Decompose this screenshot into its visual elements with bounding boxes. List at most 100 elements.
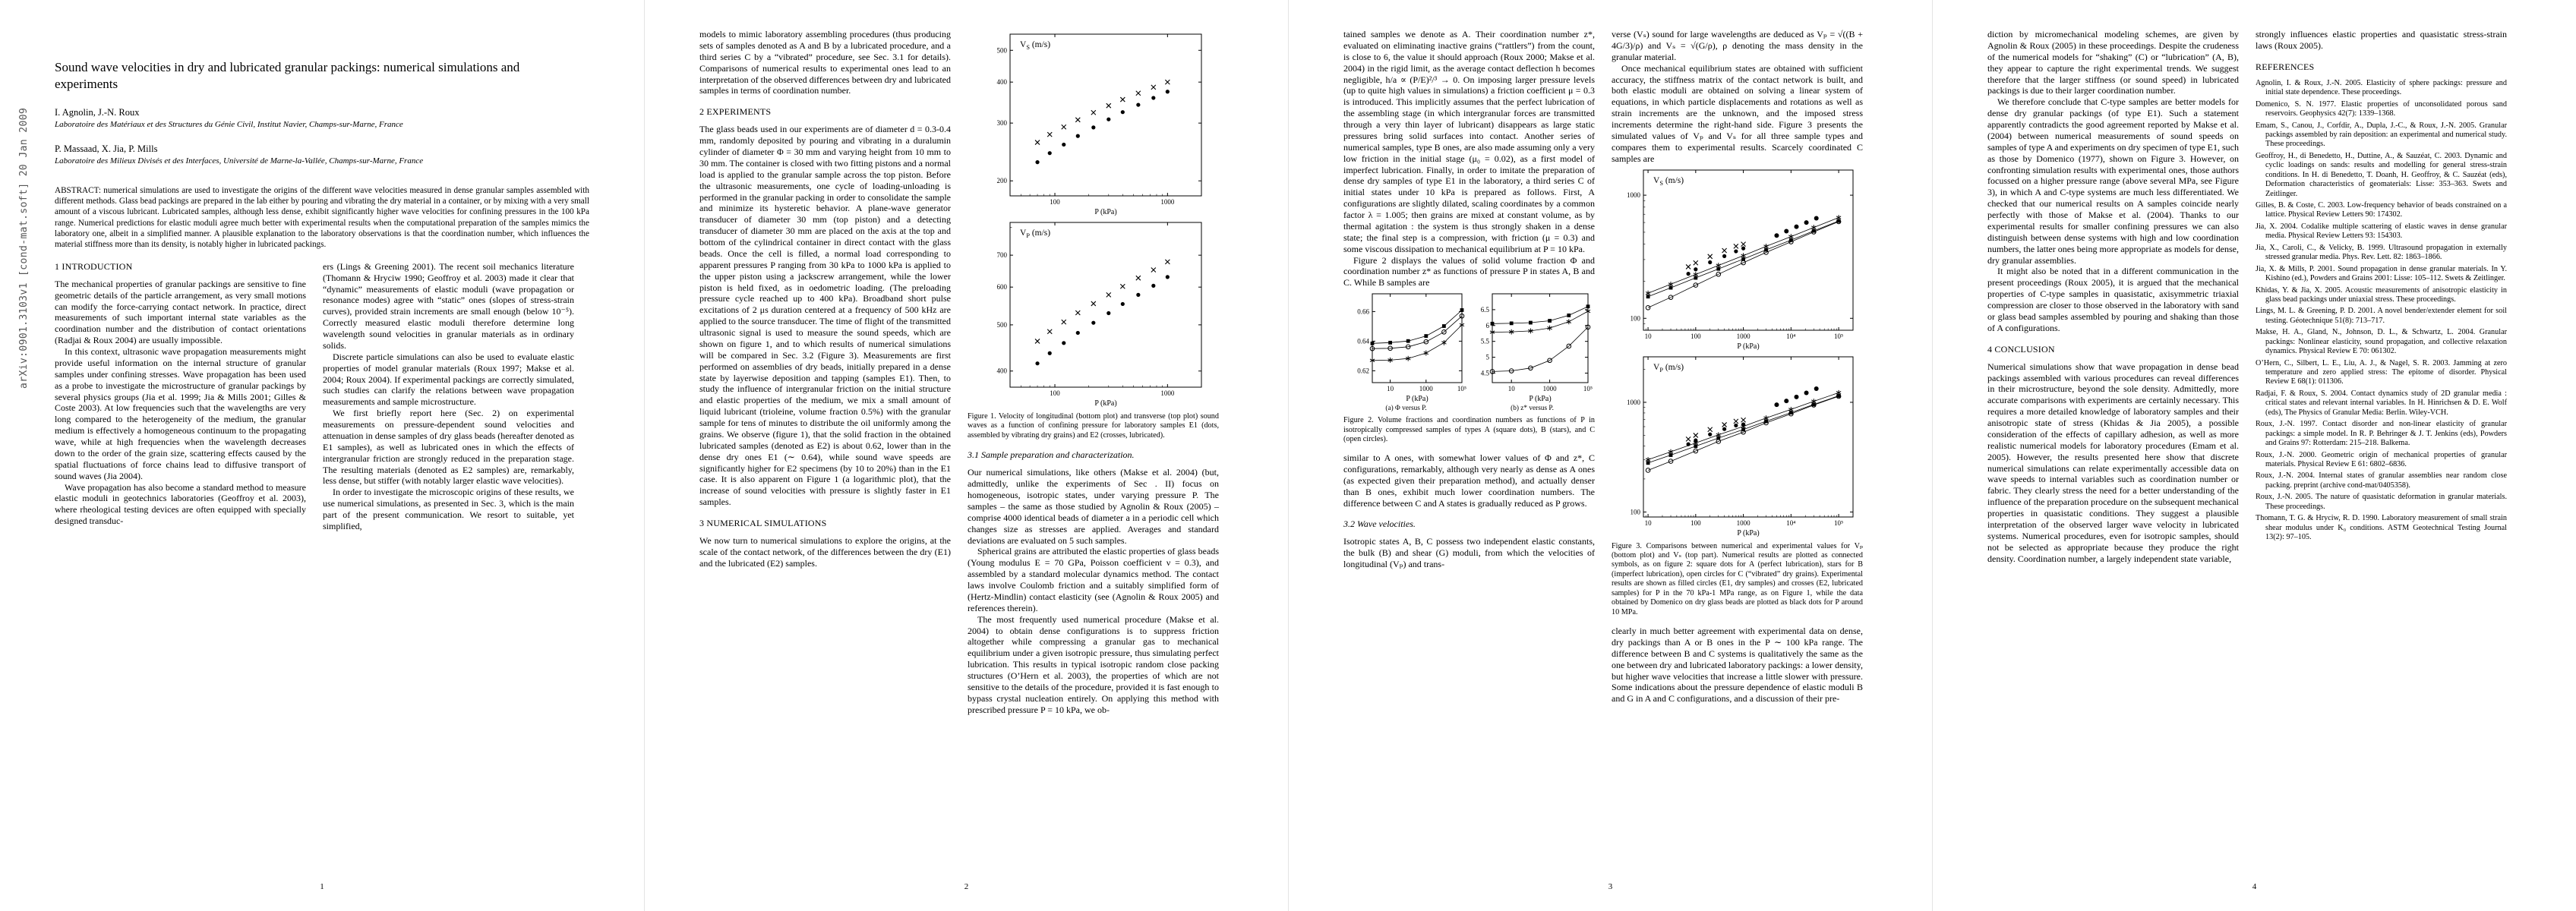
fig1-vp-panel-cell: 100 1000 400 500 600 700 VP (m/s) P (kPa) (968, 217, 1219, 408)
fig2-phi-panel-cell: 10 1000 10⁵ 0.62 0.64 0.66 P (kPa) (a) Φ versus… (1345, 288, 1468, 412)
svg-text:P (kPa): P (kPa) (1094, 399, 1116, 408)
paragraph: In order to investigate the microscopic … (323, 487, 574, 531)
paragraph: The most frequently used numerical proce… (968, 613, 1219, 715)
svg-text:1000: 1000 (1627, 398, 1641, 405)
svg-text:5.5: 5.5 (1480, 338, 1489, 345)
reference-item: Jia, X., Caroli, C., & Velicky, B. 1999.… (2256, 243, 2507, 262)
svg-text:P (kPa): P (kPa) (1737, 529, 1759, 537)
page-number: 4 (2252, 882, 2257, 891)
svg-text:700: 700 (996, 251, 1007, 259)
paragraph: In this context, ultrasonic wave propaga… (55, 346, 306, 481)
page-3-column-2: verse (Vₛ) sound for large wavelengths a… (1612, 29, 1863, 705)
svg-text:0.64: 0.64 (1357, 338, 1369, 345)
abstract: ABSTRACT: numerical simulations are used… (55, 186, 589, 249)
reference-item: Agnolin, I. & Roux, J.-N. 2005. Elastici… (2256, 78, 2507, 97)
reference-item: Thomann, T. G. & Hryciw, R. D. 1990. Lab… (2256, 514, 2507, 541)
panel-subcaption: (a) Φ versus P. (1385, 405, 1427, 413)
figure-2: 10 1000 10⁵ 0.62 0.64 0.66 P (kPa) (a) Φ versus… (1343, 288, 1595, 412)
svg-text:10⁵: 10⁵ (1834, 333, 1843, 340)
page-number: 3 (1608, 882, 1613, 891)
figure-caption: Figure 2. Volume fractions and coordinat… (1343, 416, 1595, 443)
subsection-heading: 3.1 Sample preparation and characterizat… (968, 449, 1135, 461)
reference-item: Khidas, Y. & Jia, X. 2005. Acoustic meas… (2256, 285, 2507, 304)
svg-text:10⁵: 10⁵ (1834, 519, 1843, 527)
svg-text:1000: 1000 (1736, 519, 1750, 527)
reference-item: Roux, J.-N. 1997. Contact disorder and n… (2256, 420, 2507, 448)
svg-text:P (kPa): P (kPa) (1094, 208, 1116, 216)
paragraph: Our numerical simulations, like others (… (968, 467, 1219, 546)
svg-text:4.5: 4.5 (1480, 370, 1489, 377)
paper-title: Sound wave velocities in dry and lubrica… (55, 60, 520, 92)
paragraph: It might also be noted that in a differe… (1987, 266, 2239, 333)
svg-text:400: 400 (996, 78, 1007, 86)
page-1-column-1: 1 INTRODUCTION The mechanical properties … (55, 261, 306, 532)
paragraph: Spherical grains are attributed the elas… (968, 546, 1219, 613)
page-number: 1 (320, 882, 324, 891)
svg-text:300: 300 (996, 119, 1007, 127)
page-number: 2 (964, 882, 969, 891)
svg-text:500: 500 (996, 321, 1007, 329)
svg-text:500: 500 (996, 46, 1007, 54)
author-names: I. Agnolin, J.-N. Roux (55, 107, 140, 118)
svg-text:100: 100 (1690, 333, 1701, 340)
fig1-vs-panel: 100 1000 200 300 400 500 VS (m/s) P (kPa) (996, 33, 1201, 216)
paragraph: Discrete particle simulations can also b… (323, 351, 574, 408)
section-heading: 1 INTRODUCTION (55, 260, 133, 272)
svg-text:10: 10 (1644, 519, 1652, 527)
author-names: P. Massaad, X. Jia, P. Mills (55, 143, 158, 155)
svg-text:10⁵: 10⁵ (1583, 385, 1592, 392)
page-3-columns: tained samples we denote as A. Their coo… (1343, 29, 1877, 705)
svg-text:1000: 1000 (1160, 198, 1175, 206)
arxiv-stamp: arXiv:0901.3103v1 [cond-mat.soft] 20 Jan… (18, 107, 30, 389)
author-group: P. Massaad, X. Jia, P. Mills Laboratoire… (55, 143, 589, 165)
fig2-zstar-panel: 10 1000 10⁵ 4.5 5 5.5 6 6.5 P (kPa) (1480, 293, 1593, 403)
fig3-vs-panel-cell: 10 100 1000 10⁴ 10⁵ 100 1000 VS (m/s) P (kPa) (1612, 165, 1863, 351)
page-1-columns: 1 INTRODUCTION The mechanical properties … (55, 261, 589, 532)
svg-text:10⁴: 10⁴ (1786, 519, 1795, 527)
svg-text:1000: 1000 (1627, 191, 1641, 199)
section-heading: 4 CONCLUSION (1987, 343, 2055, 355)
paragraph: verse (Vₛ) sound for large wavelengths a… (1612, 29, 1863, 62)
reference-item: Geoffroy, H., di Benedetto, H., Duttine,… (2256, 151, 2507, 198)
page-2: models to mimic laboratory assembling pr… (644, 0, 1288, 911)
fig3-vp-panel: 10 100 1000 10⁴ 10⁵ 100 1000 VP (m/s) P (kPa) (1627, 356, 1853, 537)
svg-text:P (kPa): P (kPa) (1737, 342, 1759, 351)
panel-subcaption: (b) z* versus P. (1511, 405, 1554, 413)
subsection-heading: 3.2 Wave velocities. (1343, 518, 1416, 529)
svg-text:VP (m/s): VP (m/s) (1020, 229, 1050, 239)
paragraph: models to mimic laboratory assembling pr… (699, 29, 951, 96)
reference-item: Gilles, B. & Coste, C. 2003. Low-frequen… (2256, 201, 2507, 219)
svg-text:100: 100 (1630, 508, 1640, 515)
paragraph: ers (Lings & Greening 2001). The recent … (323, 260, 574, 351)
page-3-column-1: tained samples we denote as A. Their coo… (1343, 29, 1595, 705)
svg-text:6: 6 (1485, 322, 1489, 329)
paragraph: Once mechanical equilibrium states are o… (1612, 62, 1863, 164)
reference-item: Emam, S., Canou, J., Corfdir, A., Dupla,… (2256, 121, 2507, 149)
paragraph: The glass beads used in our experiments … (699, 124, 951, 508)
svg-text:400: 400 (996, 367, 1007, 375)
reference-item: Jia, X. & Mills, P. 2001. Sound propagat… (2256, 264, 2507, 283)
fig1-vp-panel: 100 1000 400 500 600 700 VP (m/s) P (kPa) (996, 222, 1201, 408)
paragraph: diction by micromechanical modeling sche… (1987, 29, 2239, 96)
page-4-column-2: strongly influences elastic properties a… (2256, 29, 2507, 564)
svg-text:6.5: 6.5 (1480, 306, 1489, 314)
svg-text:100: 100 (1630, 314, 1640, 322)
figure-3: 10 100 1000 10⁴ 10⁵ 100 1000 VS (m/s) P (kPa) 10 1… (1612, 165, 1863, 538)
reference-item: Roux, J.-N. 2005. The nature of quasista… (2256, 493, 2507, 511)
svg-text:10: 10 (1387, 385, 1394, 392)
page-2-column-1: models to mimic laboratory assembling pr… (699, 29, 951, 716)
svg-text:5: 5 (1485, 354, 1489, 361)
reference-item: Roux, J.-N. 2000. Geometric origin of me… (2256, 450, 2507, 468)
svg-text:600: 600 (996, 283, 1007, 291)
paragraph: Numerical simulations show that wave pro… (1987, 361, 2239, 564)
svg-text:1000: 1000 (1160, 389, 1175, 397)
paragraph: We therefore conclude that C-type sample… (1987, 96, 2239, 266)
svg-text:1000: 1000 (1736, 333, 1750, 340)
page-2-column-2: 100 1000 200 300 400 500 VS (m/s) P (kPa) 100 100… (968, 29, 1219, 716)
page-4-column-1: diction by micromechanical modeling sche… (1987, 29, 2239, 564)
reference-item: Jia, X. 2004. Codalike multiple scatteri… (2256, 222, 2507, 241)
section-heading: REFERENCES (2256, 61, 2315, 72)
page-2-columns: models to mimic laboratory assembling pr… (699, 29, 1233, 716)
svg-text:10: 10 (1644, 333, 1652, 340)
